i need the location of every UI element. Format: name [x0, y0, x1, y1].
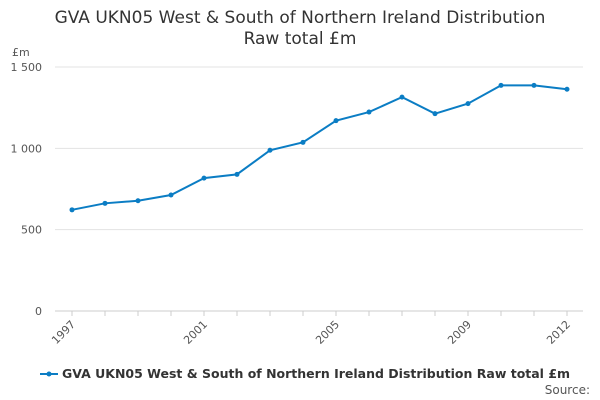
x-tick-label: 1997: [49, 318, 78, 347]
data-point: [498, 82, 504, 88]
x-tick-label: 2005: [313, 318, 342, 347]
x-tick-label: 2012: [544, 318, 573, 347]
data-point: [333, 118, 339, 124]
data-point: [234, 171, 240, 177]
legend-line-icon: [40, 371, 58, 376]
x-tick-label: 2001: [181, 318, 210, 347]
series-line: [71, 84, 568, 211]
data-point: [432, 111, 438, 117]
data-point: [366, 109, 372, 115]
y-tick-label: 1 500: [11, 61, 43, 74]
data-point: [465, 101, 471, 107]
x-tick-label: 2009: [445, 318, 474, 347]
chart-title: GVA UKN05 West & South of Northern Irela…: [54, 8, 546, 49]
data-point: [102, 200, 108, 206]
data-point: [69, 207, 75, 213]
data-point: [399, 94, 405, 100]
source-label: Source:: [544, 383, 590, 397]
y-tick-label: 500: [21, 224, 42, 237]
data-point: [267, 147, 273, 153]
y-tick-label: 0: [35, 305, 42, 318]
y-axis-label: £m: [12, 46, 30, 59]
y-tick-label: 1 000: [11, 142, 43, 155]
data-point: [564, 86, 570, 92]
data-point: [531, 82, 537, 88]
data-point: [300, 139, 306, 145]
data-point: [201, 175, 207, 181]
legend-label: GVA UKN05 West & South of Northern Irela…: [62, 366, 571, 381]
data-point: [168, 192, 174, 198]
data-point: [135, 198, 141, 204]
legend-item[interactable]: GVA UKN05 West & South of Northern Irela…: [40, 366, 570, 381]
